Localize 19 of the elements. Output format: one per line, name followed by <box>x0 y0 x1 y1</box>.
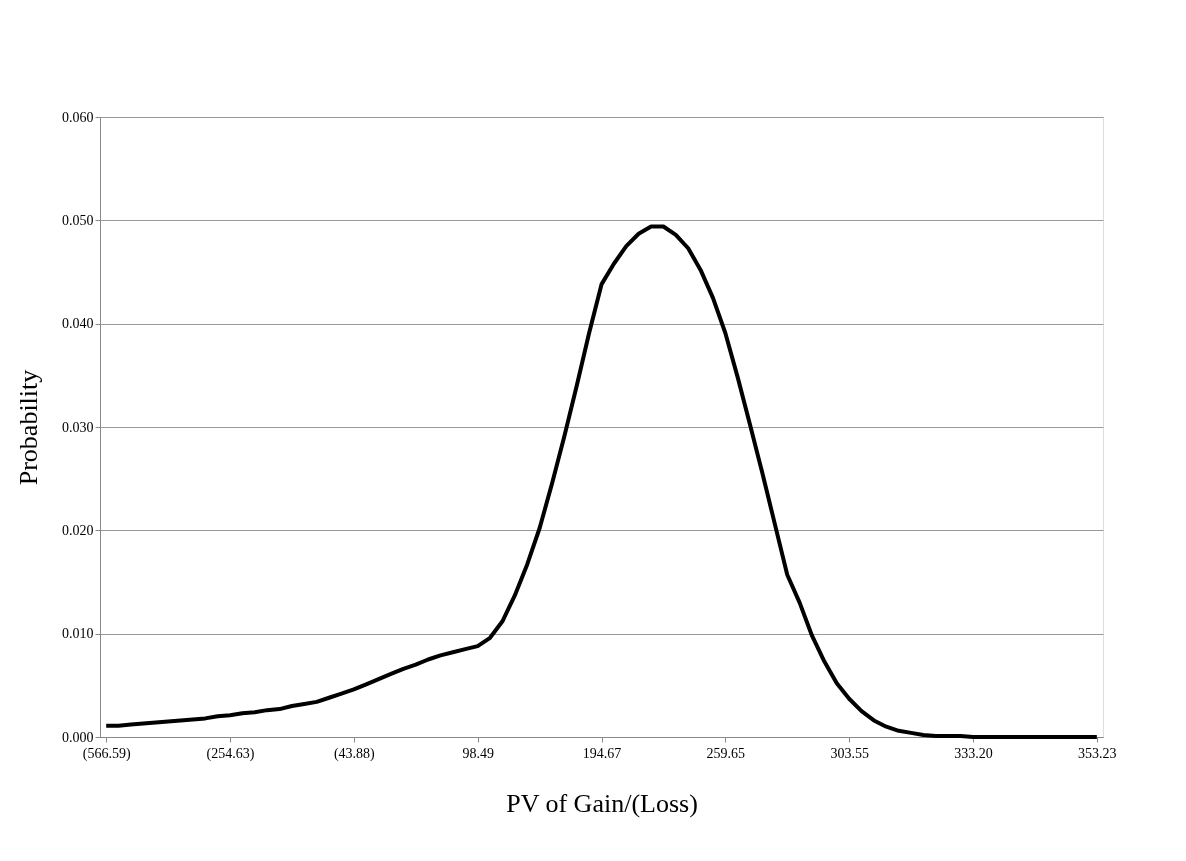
line-series <box>104 224 1099 739</box>
y-tick-label: 0.040 <box>62 316 94 332</box>
x-tick-label: 194.67 <box>582 745 622 761</box>
y-tick-label: 0.010 <box>62 626 94 642</box>
x-tick-label: 259.65 <box>706 745 746 761</box>
y-axis-title: Probability <box>14 369 43 486</box>
y-tick-label: 0.050 <box>62 212 94 228</box>
x-tick-label: 303.55 <box>830 745 869 761</box>
x-tick-label: (254.63) <box>206 745 255 762</box>
x-tick-label: (43.88) <box>333 745 376 762</box>
x-tick-label: 333.20 <box>954 745 993 761</box>
y-tick-label: 0.060 <box>62 109 94 125</box>
x-tick-label: (566.59) <box>82 745 131 762</box>
x-axis-title: PV of Gain/(Loss) <box>506 788 698 818</box>
y-tick-label: 0.030 <box>62 419 94 435</box>
x-tick-label: 353.23 <box>1078 745 1117 761</box>
x-tick-label: 98.49 <box>462 745 494 761</box>
y-tick-label: 0.020 <box>62 522 94 538</box>
y-tick-label: 0.000 <box>62 729 94 745</box>
